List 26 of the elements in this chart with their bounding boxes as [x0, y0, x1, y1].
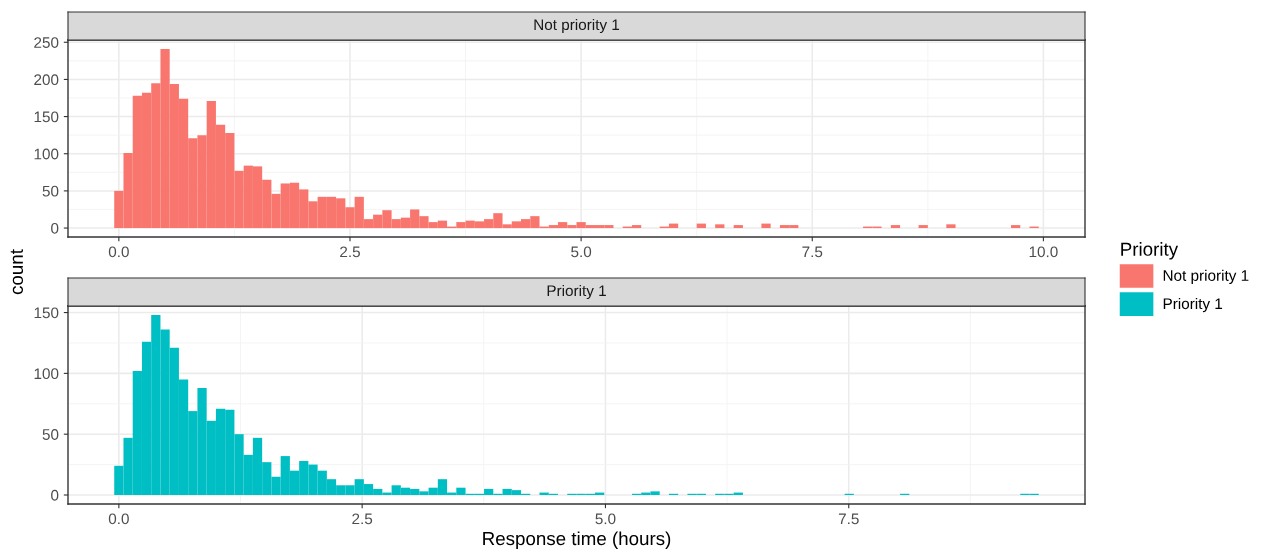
chart-title: Not priority 1 [534, 18, 620, 34]
x-tick-label: 5.0 [571, 246, 592, 258]
x-axis-title: Response time (hours) [483, 531, 671, 549]
x-tick-label: 2.5 [340, 246, 360, 258]
legend-title: Priority [1121, 242, 1179, 260]
y-tick-label: 100 [34, 148, 59, 160]
y-axis-title: count [10, 249, 24, 295]
x-tick-label: 2.5 [352, 513, 373, 525]
y-tick-label: 100 [34, 368, 59, 380]
y-tick-label: 50 [42, 185, 59, 197]
y-tick-label: 150 [34, 111, 59, 123]
y-tick-label: 150 [34, 307, 59, 319]
y-tick-label: 50 [42, 429, 59, 440]
y-tick-label: 200 [34, 74, 59, 86]
chart-title: Priority 1 [547, 284, 606, 300]
x-tick-label: 10.0 [1029, 246, 1058, 258]
x-tick-label: 0.0 [108, 513, 129, 525]
x-tick-label: 5.0 [595, 513, 616, 525]
y-tick-label: 0 [51, 489, 59, 501]
x-tick-label: 7.5 [802, 246, 823, 258]
y-tick-label: 250 [34, 37, 59, 48]
y-tick-label: 0 [51, 222, 59, 234]
x-tick-label: 7.5 [838, 513, 859, 525]
x-tick-label: 0.0 [108, 246, 129, 258]
legend-label: Priority 1 [1163, 297, 1223, 313]
legend-label: Not priority 1 [1163, 269, 1249, 284]
